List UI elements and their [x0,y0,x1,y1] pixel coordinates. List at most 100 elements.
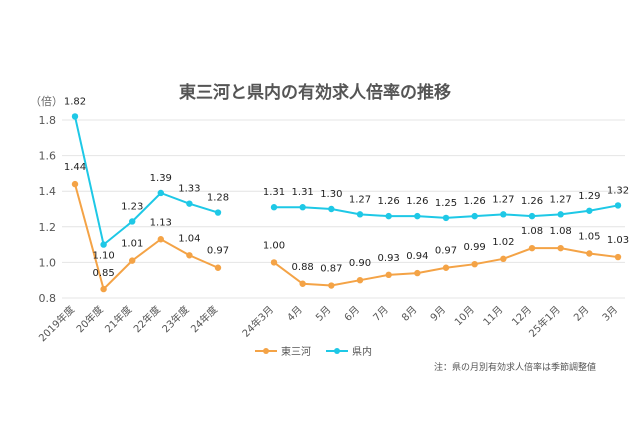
data-label-kennai: 1.26 [521,196,543,207]
data-point-kennai [214,209,222,216]
x-tick-label: 4月 [285,304,305,324]
data-point-kennai [328,205,335,213]
y-unit-label: （倍） [30,94,63,108]
data-labels: 1.82 1.10 1.23 1.39 1.33 1.28 1.44 0.85 1.01 1.13… [64,96,629,279]
legend-label-higashi-mikawa: 東三河 [281,345,311,358]
data-label-kennai: 1.39 [150,173,172,184]
y-tick-label: 1.0 [39,256,57,269]
legend-marker-higashi-mikawa [263,348,269,354]
legend-marker-kennai [334,348,340,354]
data-label-higashi-mikawa: 1.13 [150,217,172,228]
data-point-higashi-mikawa [157,236,164,243]
chart-note: 注：県の月別有効求人倍率は季節調整値 [434,361,596,373]
y-tick-label: 1.2 [39,221,57,234]
x-tick-label: 23年度 [159,303,191,335]
data-label-higashi-mikawa: 0.94 [406,251,428,262]
x-tick-label: 10月 [452,304,477,329]
data-point-higashi-mikawa [100,285,107,293]
data-label-higashi-mikawa: 1.08 [521,226,543,237]
data-point-higashi-mikawa [270,259,278,266]
x-tick-label: 8月 [399,304,419,324]
data-label-higashi-mikawa: 1.05 [578,232,600,243]
data-label-kennai: 1.26 [464,196,486,207]
data-label-kennai: 1.27 [492,194,514,205]
data-label-kennai: 1.33 [178,184,200,195]
data-label-higashi-mikawa: 0.88 [292,262,314,273]
data-label-higashi-mikawa: 1.02 [492,237,514,248]
data-point-kennai [71,113,79,120]
data-point-higashi-mikawa [471,260,478,268]
chart-title: 東三河と県内の有効求人倍率の推移 [179,82,451,103]
data-point-kennai [414,212,421,220]
data-label-higashi-mikawa: 0.93 [378,253,400,264]
x-tick-label: 2月 [571,304,591,324]
data-label-higashi-mikawa: 0.97 [435,246,457,257]
legend-label-kennai: 県内 [352,345,372,358]
x-tick-label: 9月 [428,304,448,324]
data-label-kennai: 1.25 [435,198,457,209]
data-point-higashi-mikawa [414,269,421,277]
data-label-kennai: 1.30 [320,189,342,200]
x-tick-label: 25年1月 [526,303,563,340]
data-label-kennai: 1.31 [292,187,314,198]
data-label-kennai: 1.82 [64,96,86,107]
x-tick-label: 20年度 [73,303,105,335]
data-point-higashi-mikawa [129,257,136,264]
data-label-kennai: 1.10 [92,251,114,262]
x-tick-label: 6月 [342,304,362,324]
data-point-kennai [129,218,136,225]
data-point-kennai [100,241,107,248]
data-label-higashi-mikawa: 0.99 [464,242,486,253]
data-label-higashi-mikawa: 0.87 [320,264,342,275]
x-tick-label: 5月 [313,304,333,324]
data-point-higashi-mikawa [299,280,306,287]
legend: 東三河 県内 [255,345,372,358]
x-tick-label: 12月 [510,304,535,329]
y-tick-label: 1.8 [39,114,57,127]
data-point-kennai [586,207,593,214]
data-point-higashi-mikawa [557,244,564,252]
x-tick-label: 11月 [481,304,506,329]
data-label-kennai: 1.29 [578,191,600,202]
series-line-kennai [74,116,219,247]
data-point-higashi-mikawa [186,252,193,259]
data-label-higashi-mikawa: 0.85 [92,268,114,279]
data-point-kennai [356,211,364,218]
data-point-higashi-mikawa [500,255,507,263]
series-points [71,113,622,293]
data-label-higashi-mikawa: 1.04 [178,233,200,244]
data-point-kennai [186,200,193,207]
data-label-higashi-mikawa: 0.97 [207,246,229,257]
x-tick-label: 7月 [371,304,391,324]
data-point-kennai [614,202,622,209]
y-tick-label: 1.6 [39,150,57,163]
data-label-kennai: 1.27 [349,194,371,205]
data-point-kennai [557,211,564,218]
grid-layer [62,119,625,299]
data-point-kennai [299,204,306,211]
data-point-higashi-mikawa [442,264,450,271]
data-point-kennai [500,211,507,218]
data-point-kennai [471,212,478,220]
data-label-kennai: 1.27 [550,194,572,205]
data-point-higashi-mikawa [71,180,79,188]
data-label-kennai: 1.31 [263,187,285,198]
data-label-kennai: 1.23 [121,201,143,212]
data-label-higashi-mikawa: 1.01 [121,239,143,250]
data-point-higashi-mikawa [328,282,335,289]
data-point-kennai [385,212,392,220]
data-point-higashi-mikawa [614,253,622,261]
data-point-kennai [157,189,164,197]
data-point-higashi-mikawa [356,277,364,284]
x-tick-label: 24年度 [188,303,220,335]
data-point-kennai [270,204,278,211]
data-label-kennai: 1.26 [378,196,400,207]
x-tick-label: 24年3月 [239,303,276,340]
data-point-higashi-mikawa [385,271,392,279]
data-label-higashi-mikawa: 1.00 [263,240,285,251]
x-tick-label: 3月 [600,304,620,324]
data-label-higashi-mikawa: 1.03 [607,235,629,246]
x-tick-label: 21年度 [102,303,134,335]
data-point-kennai [442,214,450,222]
